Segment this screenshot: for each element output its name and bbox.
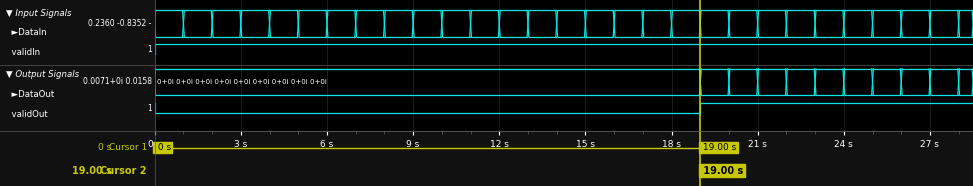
Text: 19.00 s: 19.00 s — [701, 143, 737, 152]
Text: Cursor 2: Cursor 2 — [100, 166, 147, 176]
Text: 0+0i 0+0i 0+0i 0+0i 0+0i 0+0i 0+0i 0+0i 0+0i: 0+0i 0+0i 0+0i 0+0i 0+0i 0+0i 0+0i 0+0i … — [157, 79, 327, 85]
Text: ►DataOut: ►DataOut — [6, 90, 54, 99]
Text: ▼ Input Signals: ▼ Input Signals — [6, 9, 72, 18]
Text: 1: 1 — [147, 45, 152, 54]
Text: ▼ Output Signals: ▼ Output Signals — [6, 70, 80, 79]
Text: 1: 1 — [147, 104, 152, 113]
Text: 0.0071+0i 0.0158: 0.0071+0i 0.0158 — [83, 77, 152, 86]
Text: Cursor 1: Cursor 1 — [109, 143, 147, 152]
Text: 0 s: 0 s — [98, 143, 111, 152]
Text: ►DataIn: ►DataIn — [6, 28, 47, 37]
Text: 19.00 s: 19.00 s — [701, 166, 743, 176]
Text: 19.00 s: 19.00 s — [71, 166, 111, 176]
Text: 0.2360 -0.8352 -: 0.2360 -0.8352 - — [89, 19, 152, 28]
Text: validOut: validOut — [6, 110, 48, 119]
Text: 0 s: 0 s — [155, 143, 171, 152]
Text: validIn: validIn — [6, 48, 40, 57]
